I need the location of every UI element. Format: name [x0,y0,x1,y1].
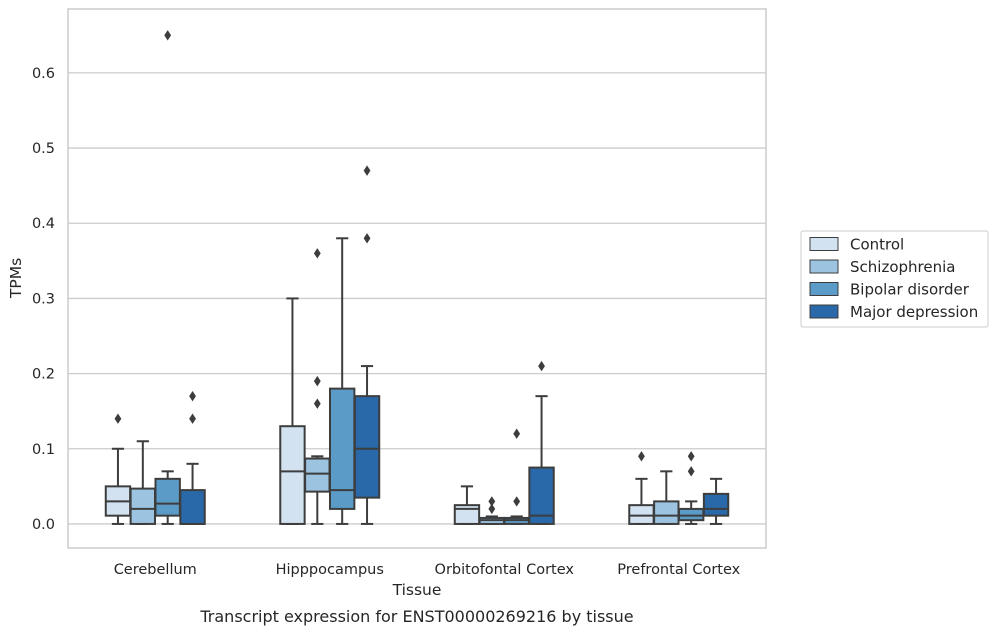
chart-caption: Transcript expression for ENST0000026921… [199,607,633,626]
box-body [304,457,331,493]
box-body [154,477,181,517]
y-tick-label: 0.5 [32,141,55,157]
legend-label: Schizophrenia [850,258,955,276]
outlier-point [363,165,371,176]
box-bipolar-disorder [677,451,705,525]
box-body [702,492,730,517]
y-tick-labels: 0.0 0.1 0.2 0.3 0.4 0.5 0.6 [32,66,55,533]
box-body [179,489,206,525]
box-body [353,395,381,499]
y-tick-label: 0.0 [32,517,55,533]
y-tick-label: 0.1 [32,442,55,458]
legend-swatch [809,304,839,319]
box-control [104,413,132,525]
outlier-point [488,496,496,507]
legend-swatch [809,282,839,296]
box-body [129,487,157,525]
outlier-point [513,496,521,507]
legend: Control Schizophrenia Bipolar disorder Majo… [800,230,989,328]
legend-frame [800,230,989,328]
legend-label: Control [850,236,904,254]
box-major-depression [528,360,555,525]
y-tick-label: 0.3 [32,291,55,307]
y-tick-label: 0.6 [32,66,55,82]
box-body [528,466,555,525]
outlier-point [189,390,196,402]
outlier-point [114,413,122,424]
outlier-point [363,233,371,244]
x-tick-label: Cerebellum [114,562,197,578]
box-control [628,451,655,525]
legend-label: Bipolar disorder [850,281,970,299]
box-schizophrenia [129,440,157,525]
x-tick-labels: Cerebellum Hipppocampus Orbitofontal Corte… [114,562,741,578]
outlier-point [687,451,695,462]
box-major-depression [702,477,730,525]
box-body [677,507,705,522]
legend-swatch [809,259,839,274]
outlier-point [638,451,645,462]
outlier-point [313,375,321,387]
x-axis-title: Tissue [392,581,442,599]
outlier-point [313,398,321,409]
outlier-point [687,466,695,477]
box-bipolar-disorder [328,237,356,525]
outlier-point [164,30,172,41]
outlier-point [538,360,545,372]
outlier-point [189,413,196,424]
box-bipolar-disorder [503,428,530,525]
box-bipolar-disorder [154,30,181,525]
legend-label: Major depression [850,303,978,321]
box-schizophrenia [653,470,680,525]
box-control [453,485,481,525]
box-major-depression [179,390,206,525]
box-schizophrenia [304,248,331,525]
box-plot-marks [104,30,730,525]
outlier-point [513,428,521,439]
x-tick-label: Prefrontal Cortex [617,562,740,578]
y-tick-label: 0.2 [32,367,55,383]
legend-swatch [809,237,839,251]
x-tick-label: Orbitofontal Cortex [435,562,575,578]
box-body [628,504,655,525]
outlier-point [488,503,496,515]
outlier-point [313,248,321,259]
box-control [279,297,306,525]
box-major-depression [353,165,381,525]
x-tick-label: Hipppocampus [276,562,384,578]
y-tick-label: 0.4 [32,216,55,232]
box-body [279,425,306,525]
y-axis-title: TPMs [7,258,25,299]
plot-frame [67,8,767,549]
grid-lines [68,72,766,525]
box-body [653,500,680,525]
box-schizophrenia [478,496,506,525]
